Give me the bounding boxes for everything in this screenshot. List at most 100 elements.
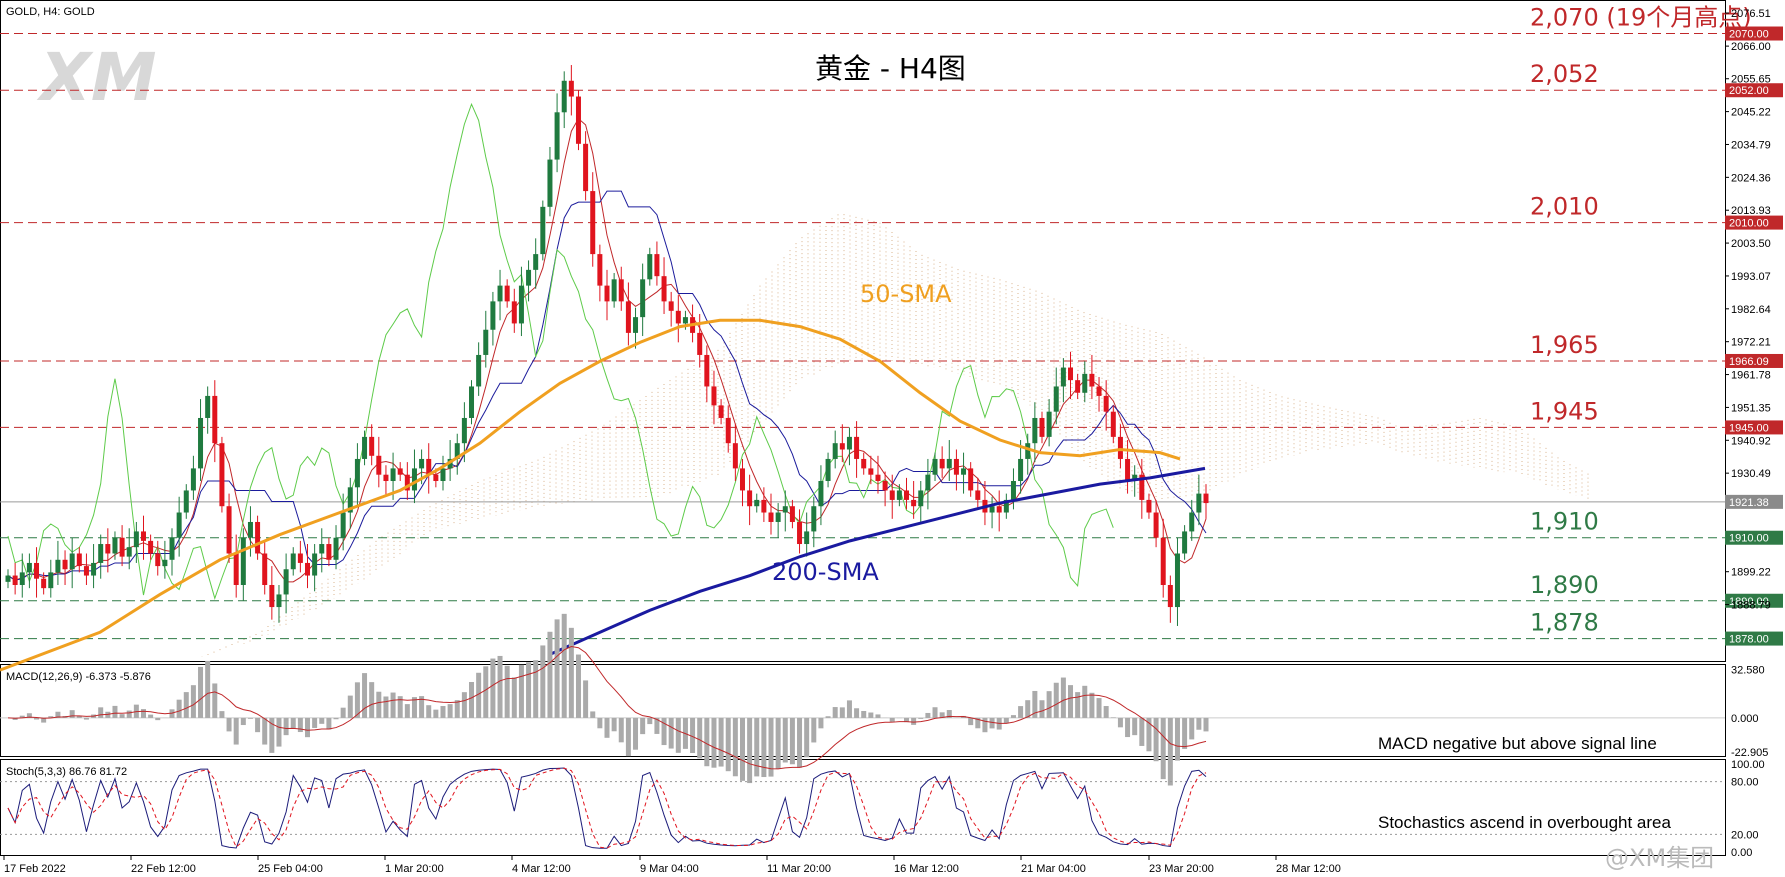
candle-body: [62, 559, 68, 570]
macd-bar: [148, 714, 154, 718]
candle-body: [1189, 512, 1195, 532]
candle-body: [633, 317, 639, 333]
candlesticks: [5, 65, 1209, 626]
macd-bar: [1117, 717, 1123, 728]
candle-body: [162, 559, 168, 567]
macd-bar: [968, 717, 974, 726]
macd-bar: [1203, 717, 1209, 732]
macd-bar: [583, 680, 589, 718]
macd-bar: [198, 666, 204, 718]
level-label: 1,965: [1530, 331, 1599, 359]
candle-body: [996, 506, 1002, 513]
price-tick-label: 1982.64: [1731, 304, 1771, 316]
macd-tick-label: 0.000: [1731, 713, 1759, 725]
macd-bar: [1025, 700, 1031, 718]
level-price-tag: [1725, 530, 1783, 545]
candle-body: [205, 395, 211, 418]
candle-body: [1075, 380, 1081, 393]
symbol-label: GOLD, H4: GOLD: [6, 6, 95, 18]
level-label: 1,878: [1530, 609, 1599, 637]
candle-body: [697, 332, 703, 355]
macd-bar: [333, 717, 339, 720]
candle-body: [1089, 373, 1095, 387]
candle-body: [775, 512, 781, 522]
macd-bar: [989, 717, 995, 729]
candle-body: [868, 468, 874, 475]
candle-body: [1018, 458, 1024, 482]
candle-body: [768, 512, 774, 522]
time-tick-label: 21 Mar 04:00: [1021, 863, 1086, 875]
level-price-tag: [1725, 593, 1783, 608]
macd-bar: [483, 666, 489, 718]
candle-body: [233, 553, 239, 585]
candle-body: [1125, 458, 1131, 482]
candle-body: [354, 458, 360, 488]
candle-body: [419, 458, 425, 469]
macd-bar: [376, 691, 382, 718]
macd-bar: [297, 717, 303, 733]
candle-body: [818, 481, 824, 507]
candle-body: [1153, 512, 1159, 538]
level-lines: 2,070 (19个月高点)2070.00 2,052 2052.00 2,010 20…: [0, 4, 1783, 646]
candle-body: [69, 553, 75, 570]
time-tick-label: 17 Feb 2022: [4, 863, 66, 875]
candle-body: [511, 301, 517, 324]
macd-bar: [747, 717, 753, 784]
stoch-tick-label: 20.00: [1731, 829, 1759, 841]
macd-bar: [205, 660, 211, 718]
macd-bar: [633, 717, 639, 750]
macd-bar: [1018, 706, 1024, 718]
macd-bar: [469, 681, 475, 718]
macd-bar: [661, 717, 667, 746]
macd-bar: [1189, 717, 1195, 740]
sma50-line: [0, 318, 1181, 672]
macd-bar: [454, 700, 460, 718]
level-price-tag: [1725, 83, 1783, 98]
candle-body: [190, 468, 196, 491]
candle-body: [911, 499, 917, 507]
candle-body: [347, 487, 353, 513]
macd-bar: [240, 717, 246, 726]
macd-bar: [440, 706, 446, 718]
candle-body: [1060, 367, 1066, 387]
candle-body: [169, 537, 175, 560]
candle-body: [148, 540, 154, 554]
macd-bar: [255, 717, 261, 733]
candle-body: [411, 468, 417, 491]
macd-bar: [925, 712, 931, 718]
candle-body: [604, 285, 610, 302]
candle-body: [896, 490, 902, 500]
candle-body: [269, 584, 275, 608]
macd-bar: [1139, 717, 1145, 746]
macd-bar: [1089, 692, 1095, 718]
macd-bar: [568, 627, 574, 718]
candle-body: [861, 458, 867, 469]
macd-bar: [911, 717, 917, 725]
candle-body: [461, 417, 467, 444]
candle-body: [476, 354, 482, 387]
macd-bar: [932, 707, 938, 718]
candle-body: [397, 468, 403, 475]
macd-bar: [269, 717, 275, 753]
level-price-tag-text: 2070.00: [1729, 29, 1769, 41]
level-price-tag: [1725, 420, 1783, 435]
candle-body: [48, 572, 54, 589]
candle-body: [540, 206, 546, 255]
price-tick-label: 2076.51: [1731, 8, 1771, 20]
macd-bar: [419, 696, 425, 718]
candle-body: [1103, 395, 1109, 412]
level-price-tag-text: 1890.00: [1729, 596, 1769, 608]
macd-bar: [754, 717, 760, 777]
candle-body: [925, 474, 931, 491]
candle-body: [932, 458, 938, 475]
candle-body: [882, 481, 888, 491]
candle-body: [433, 474, 439, 482]
macd-bar: [41, 717, 47, 723]
level-price-tag-text: 1878.00: [1729, 634, 1769, 646]
macd-bar: [1160, 717, 1166, 780]
macd-tick-label: 32.580: [1731, 665, 1765, 677]
macd-bar: [789, 717, 795, 765]
price-tick-label: 1993.07: [1731, 271, 1771, 283]
time-tick-label: 4 Mar 12:00: [512, 863, 571, 875]
level-price-tag: [1725, 353, 1783, 368]
